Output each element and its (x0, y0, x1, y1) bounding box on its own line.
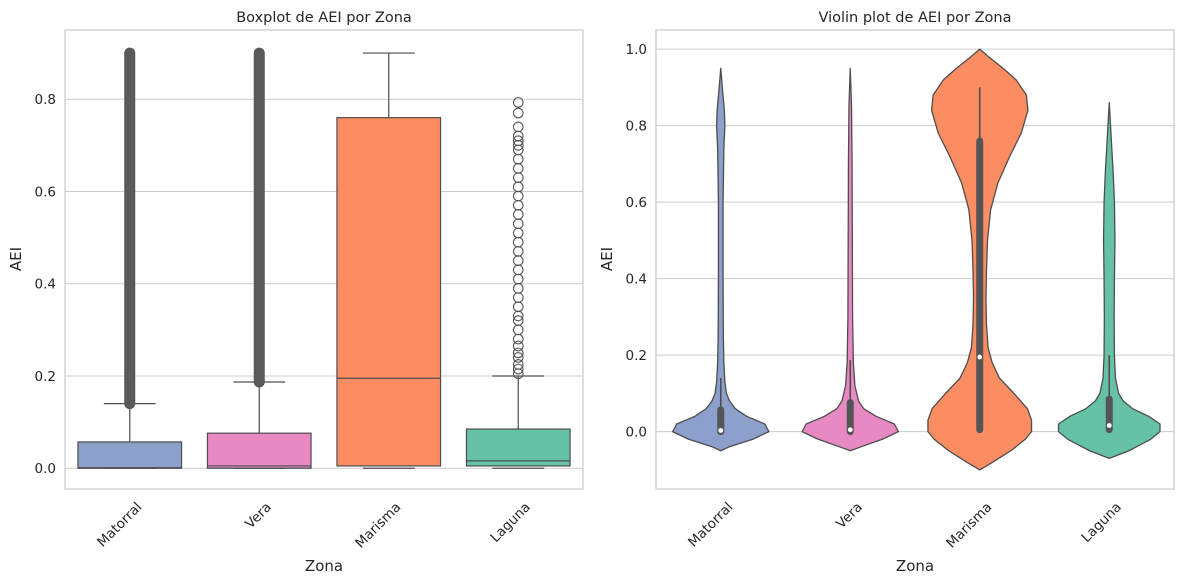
outlier-point-laguna (512, 218, 524, 230)
outlier-point-laguna (512, 292, 524, 303)
chart-title: Violin plot de AEI por Zona (819, 10, 1012, 26)
violin-panel: 0.0 0.2 0.4 0.6 0.8 1.0 Matorral Vera Marisma La… (598, 10, 1175, 575)
outlier-point-laguna (512, 301, 524, 313)
outlier-point-laguna (512, 324, 524, 336)
outlier-point-laguna (512, 135, 524, 147)
x-tick-label-matorral: Matorral (94, 499, 145, 550)
y-tick-label: 0.2 (35, 369, 56, 385)
y-gridlines (656, 48, 1174, 433)
outlier-point-laguna (512, 236, 524, 248)
y-tick-label: 0.8 (35, 92, 56, 108)
y-axis-label: AEI (7, 247, 25, 271)
x-tick-label-vera: Vera (242, 499, 275, 532)
x-tick-label-laguna: Laguna (487, 499, 533, 545)
box-laguna (465, 428, 571, 467)
y-tick-label: 1.0 (626, 42, 647, 58)
outlier-point-laguna (512, 264, 524, 276)
y-tick-labels: 0.0 0.2 0.4 0.6 0.8 (35, 92, 56, 477)
outlier-point-laguna (512, 347, 524, 359)
outlier-point-laguna (512, 107, 524, 119)
y-tick-label: 0.0 (35, 461, 56, 477)
outlier-point-laguna (512, 282, 524, 294)
outliers-matorral (124, 47, 136, 410)
violin-median-matorral (718, 428, 724, 433)
y-tick-labels: 0.0 0.2 0.4 0.6 0.8 1.0 (626, 42, 647, 441)
x-tick-label-vera: Vera (833, 499, 866, 532)
y-tick-label: 0.6 (626, 195, 647, 211)
boxplot-marks (77, 47, 571, 469)
boxplot-panel: 0.0 0.2 0.4 0.6 0.8 Matorral Vera Marisma Lagun… (7, 10, 584, 575)
y-tick-label: 0.2 (626, 348, 647, 364)
violin-laguna (1057, 102, 1161, 460)
y-tick-label: 0.6 (35, 184, 56, 200)
violin-marks (671, 48, 1161, 471)
box-matorral (77, 441, 183, 469)
violin-median-marisma (977, 354, 983, 360)
y-axis-label: AEI (598, 247, 616, 271)
x-tick-labels: Matorral Vera Marisma Laguna (685, 499, 1125, 551)
outlier-point-laguna (512, 359, 524, 370)
x-tick-label-marisma: Marisma (943, 499, 995, 551)
violin-matorral (671, 67, 770, 452)
outlier-point-laguna (512, 340, 524, 352)
y-tick-label: 0.8 (626, 119, 647, 135)
outlier-point-laguna (512, 209, 524, 220)
y-tick-label: 0.4 (35, 277, 56, 293)
outlier-point-laguna (512, 199, 524, 211)
outlier-point-laguna (512, 363, 524, 375)
violin-vera (801, 67, 900, 452)
plot-frame (655, 29, 1175, 490)
outlier-point-laguna (512, 97, 524, 108)
outlier-point-laguna (512, 352, 524, 363)
outlier-point-laguna (512, 315, 524, 326)
outlier-point-laguna (512, 333, 524, 345)
outlier-point-laguna (512, 273, 524, 285)
x-tick-label-laguna: Laguna (1078, 499, 1124, 545)
outlier-point-laguna (512, 227, 524, 239)
x-tick-label-matorral: Matorral (685, 499, 736, 550)
outlier-point-laguna (512, 121, 524, 133)
outlier-point-laguna (512, 255, 524, 267)
plot-frame (64, 29, 584, 490)
box-marisma (336, 117, 442, 467)
x-axis-label: Zona (305, 557, 343, 575)
x-axis-label: Zona (896, 557, 934, 575)
outlier-point-laguna (512, 153, 524, 165)
x-tick-label-marisma: Marisma (352, 499, 404, 551)
y-gridlines (65, 98, 583, 469)
violin-median-laguna (1106, 423, 1112, 428)
y-tick-label: 0.0 (626, 425, 647, 441)
outliers-vera (253, 47, 265, 388)
y-tick-label: 0.4 (626, 272, 647, 288)
box-vera (206, 432, 312, 469)
outlier-point-laguna (512, 246, 524, 257)
violin-median-vera (847, 427, 853, 433)
outlier-point-laguna (512, 172, 524, 183)
outlier-point-laguna (512, 190, 524, 202)
outlier-point-laguna (512, 163, 524, 174)
chart-title: Boxplot de AEI por Zona (236, 10, 412, 26)
x-tick-labels: Matorral Vera Marisma Laguna (94, 499, 534, 551)
outlier-point-laguna (512, 181, 524, 193)
